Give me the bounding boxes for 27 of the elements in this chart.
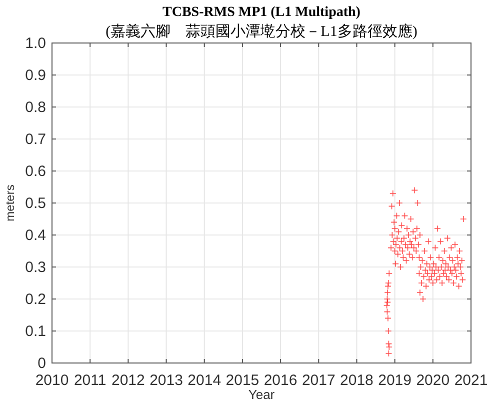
y-tick-label: 0.9: [25, 67, 46, 84]
x-tick-label: 2020: [416, 372, 450, 389]
y-tick-label: 0.6: [25, 163, 46, 180]
y-tick-label: 0.2: [25, 291, 46, 308]
x-tick-label: 2021: [454, 372, 487, 389]
y-tick-label: 0.8: [25, 99, 46, 116]
y-tick-label: 0: [38, 355, 46, 372]
x-tick-label: 2018: [340, 372, 374, 389]
x-tick-label: 2014: [188, 372, 222, 389]
y-tick-label: 0.5: [25, 195, 46, 212]
y-tick-label: 0.4: [25, 227, 46, 244]
y-tick-label: 0.7: [25, 131, 46, 148]
x-tick-label: 2010: [35, 372, 69, 389]
x-tick-label: 2015: [226, 372, 260, 389]
x-axis-title: Year: [248, 387, 276, 402]
x-tick-label: 2016: [264, 372, 298, 389]
chart-title: TCBS-RMS MP1 (L1 Multipath): [162, 5, 361, 20]
y-axis-title: meters: [3, 184, 17, 222]
chart-subtitle: (嘉義六腳 蒜頭國小潭墘分校－L1多路徑效應): [106, 23, 418, 40]
x-tick-label: 2017: [302, 372, 336, 389]
x-tick-label: 2019: [378, 372, 412, 389]
x-tick-label: 2012: [111, 372, 145, 389]
y-tick-label: 0.1: [25, 323, 46, 340]
y-tick-label: 1.0: [25, 35, 46, 52]
x-tick-label: 2013: [150, 372, 183, 389]
y-tick-label: 0.3: [25, 259, 46, 276]
x-tick-label: 2011: [74, 372, 106, 389]
